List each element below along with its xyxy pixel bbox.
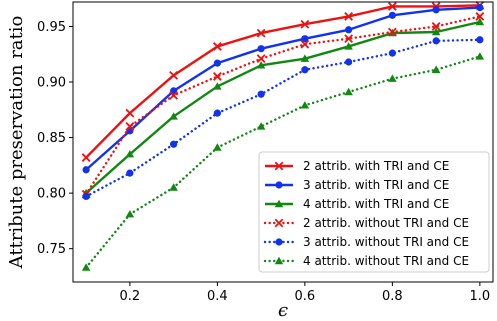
- triangle-marker: [388, 74, 397, 82]
- x-marker: [256, 28, 266, 38]
- series-line: [84, 15, 482, 196]
- circle-marker: [213, 59, 221, 67]
- x-tick-label: 1.0: [470, 289, 491, 304]
- x-axis-label: ϵ: [278, 300, 288, 321]
- circle-marker: [170, 140, 178, 148]
- series-1: [81, 0, 485, 162]
- triangle-marker: [81, 263, 91, 271]
- y-tick-label: 0.85: [37, 131, 66, 146]
- triangle-marker: [274, 256, 284, 265]
- ticks-layer: 0.2 0.4 0.6 0.8 1.0 0.75 0.80 0.85 0.90 0.95: [37, 20, 490, 304]
- circle-marker: [82, 192, 90, 201]
- x-marker: [125, 108, 135, 118]
- legend-label: 3 attrib. without TRI and CE: [303, 235, 469, 249]
- x-tick-label: 0.6: [295, 289, 316, 304]
- series-5: [82, 36, 484, 201]
- legend-label: 2 attrib. with TRI and CE: [303, 159, 449, 173]
- series-4: [81, 12, 485, 199]
- legend-label: 4 attrib. with TRI and CE: [303, 197, 449, 211]
- triangle-marker: [169, 112, 178, 120]
- series-line: [84, 55, 482, 269]
- x-marker: [256, 54, 266, 64]
- circle-marker: [345, 26, 353, 34]
- circle-marker: [476, 36, 484, 44]
- circle-marker: [345, 58, 353, 66]
- x-marker: [274, 161, 284, 171]
- x-tick-label: 0.4: [207, 289, 228, 304]
- legend-label: 3 attrib. with TRI and CE: [303, 178, 449, 192]
- x-marker: [475, 12, 485, 21]
- triangle-marker: [125, 209, 135, 218]
- triangle-marker: [300, 101, 310, 109]
- triangle-marker: [256, 61, 266, 69]
- plot-frame: [72, 1, 494, 283]
- y-tick-label: 0.75: [37, 242, 66, 257]
- y-tick-label: 0.95: [37, 20, 66, 35]
- legend-label: 2 attrib. without TRI and CE: [303, 216, 469, 230]
- x-marker: [300, 39, 310, 49]
- y-tick-label: 0.90: [37, 76, 66, 91]
- circle-marker: [388, 49, 396, 57]
- x-marker: [169, 70, 179, 80]
- x-marker: [300, 19, 310, 29]
- triangle-marker: [213, 143, 222, 151]
- y-tick-label: 0.80: [37, 187, 66, 202]
- marks-layer: [81, 0, 485, 271]
- circle-marker: [432, 37, 440, 45]
- triangle-marker: [431, 65, 441, 73]
- circle-marker: [476, 3, 484, 12]
- y-axis-label: Attribute preservation ratio: [6, 16, 27, 270]
- triangle-marker: [475, 52, 485, 60]
- circle-marker: [301, 35, 309, 43]
- x-marker: [212, 72, 222, 81]
- x-marker: [125, 122, 135, 131]
- x-tick-label: 0.8: [382, 289, 403, 304]
- x-marker: [81, 153, 91, 162]
- circle-marker: [257, 45, 265, 53]
- circle-marker: [275, 238, 283, 246]
- circle-marker: [126, 169, 134, 177]
- legend-box: [258, 151, 490, 273]
- triangle-marker: [274, 199, 284, 208]
- triangle-marker: [125, 149, 135, 158]
- triangle-marker: [300, 54, 310, 62]
- triangle-marker: [431, 27, 441, 36]
- circle-marker: [213, 109, 221, 117]
- circle-marker: [82, 166, 90, 174]
- triangle-marker: [213, 82, 222, 90]
- x-marker: [274, 218, 284, 228]
- x-marker: [344, 12, 354, 21]
- x-marker: [169, 90, 179, 100]
- x-marker: [387, 27, 397, 37]
- series-line: [85, 4, 480, 159]
- series-line: [85, 20, 481, 195]
- x-tick-label: 0.2: [120, 289, 141, 304]
- legend: 2 attrib. with TRI and CE 3 attrib. with …: [258, 151, 490, 273]
- x-marker: [387, 2, 397, 11]
- circle-marker: [301, 66, 309, 74]
- triangle-marker: [475, 17, 485, 26]
- x-marker: [431, 22, 441, 31]
- series-line: [85, 6, 480, 171]
- x-marker: [344, 34, 354, 44]
- x-marker: [212, 42, 222, 51]
- triangle-marker: [344, 42, 353, 50]
- triangle-marker: [344, 87, 353, 96]
- circle-marker: [257, 90, 265, 98]
- circle-marker: [432, 6, 440, 14]
- circle-marker: [275, 181, 283, 189]
- triangle-marker: [256, 122, 266, 130]
- legend-label: 4 attrib. without TRI and CE: [303, 254, 469, 268]
- triangle-marker: [169, 183, 178, 191]
- circle-marker: [388, 11, 396, 19]
- series-6: [81, 52, 485, 271]
